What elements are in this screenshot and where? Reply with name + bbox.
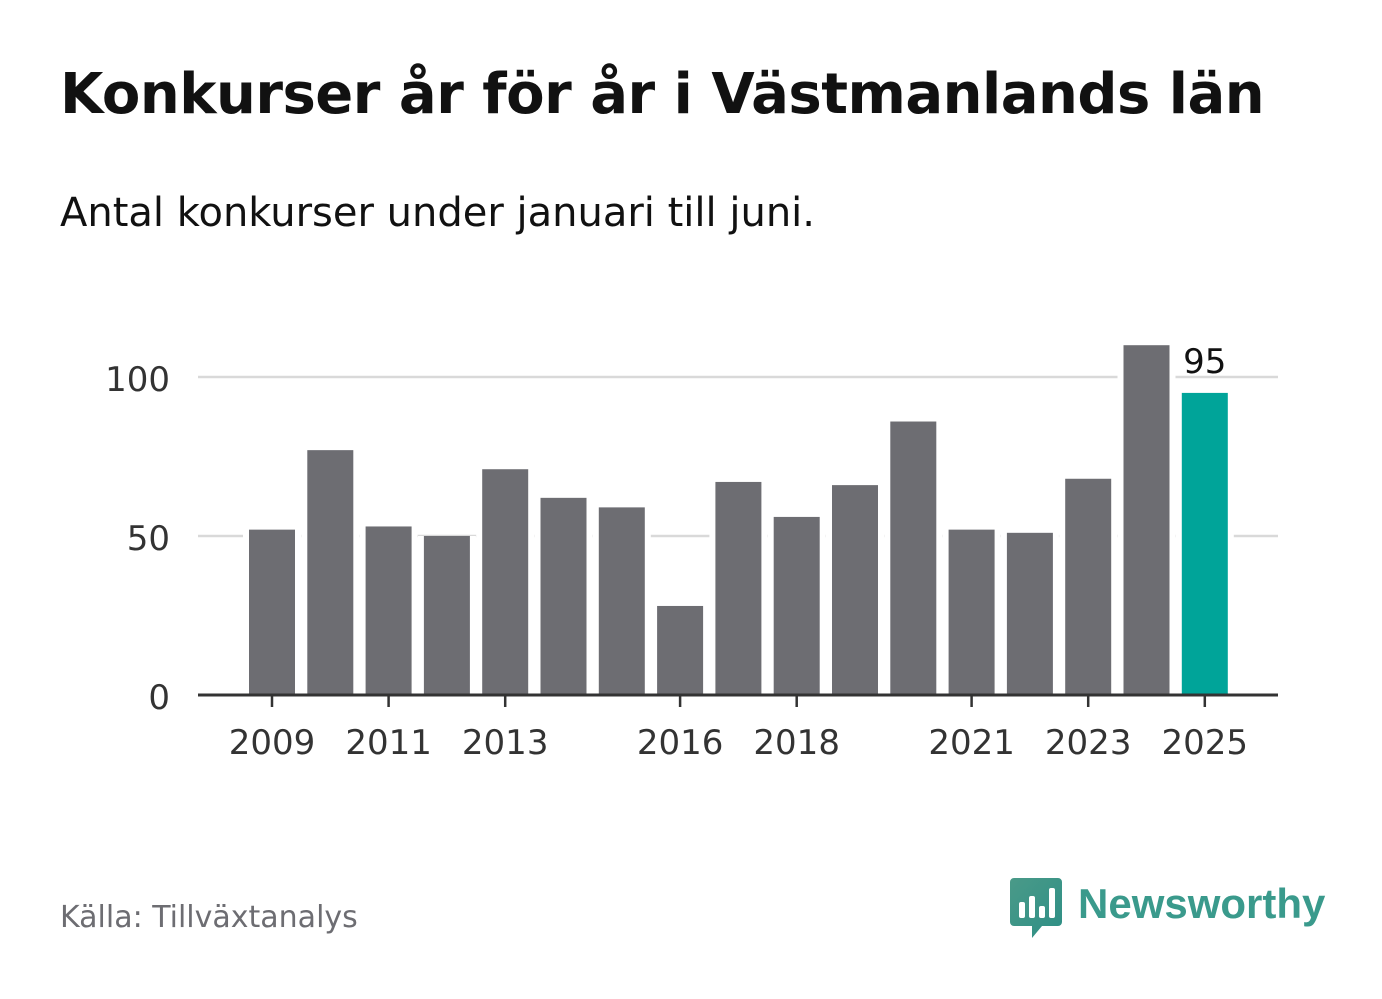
bar-chart: 0 50 100 95 2009 2011 2013 2016 2018 2021 2023 2025 — [105, 342, 1278, 763]
bar-2023 — [1065, 478, 1112, 695]
x-tick-label-2009: 2009 — [229, 723, 316, 763]
x-tick-label-2016: 2016 — [637, 723, 724, 763]
bar-2010 — [307, 450, 354, 695]
bar-2020 — [890, 421, 937, 695]
bar-2022 — [1006, 532, 1053, 695]
y-tick-label-50: 50 — [127, 519, 170, 559]
bar-2012 — [423, 536, 470, 695]
brand-name: Newsworthy — [1078, 880, 1326, 927]
bar-2019 — [832, 485, 878, 695]
x-tick-label-2011: 2011 — [345, 723, 432, 763]
x-tick-label-2021: 2021 — [928, 723, 1015, 763]
chart-title: Konkurser år för år i Västmanlands län — [60, 62, 1265, 127]
bar-2018 — [773, 516, 820, 695]
axis-layer — [198, 693, 1278, 707]
bar-2016 — [657, 605, 704, 695]
chart-subtitle: Antal konkurser under januari till juni. — [60, 190, 815, 236]
bar-2013 — [482, 469, 529, 695]
bar-2011 — [365, 526, 412, 695]
bar-chart-speech-bubble-icon — [1010, 878, 1062, 938]
bar-2009 — [249, 529, 295, 695]
bar-2017 — [715, 481, 762, 695]
bar-2014 — [540, 497, 587, 695]
y-tick-label-0: 0 — [148, 678, 170, 718]
x-tick-label-2018: 2018 — [753, 723, 840, 763]
x-tick-label-2013: 2013 — [462, 723, 549, 763]
brand-logo: Newsworthy — [1010, 878, 1325, 940]
label-layer: 0 50 100 95 2009 2011 2013 2016 2018 2021 2023 2025 — [105, 342, 1248, 763]
x-tick-label-2023: 2023 — [1045, 723, 1132, 763]
x-tick-label-2025: 2025 — [1162, 723, 1249, 763]
bar-2015 — [598, 507, 645, 695]
bar-2025 — [1181, 392, 1228, 695]
data-label-2025: 95 — [1183, 342, 1226, 382]
y-tick-label-100: 100 — [105, 360, 170, 400]
bar-2024 — [1123, 345, 1170, 695]
bar-2021 — [948, 529, 995, 695]
source-note: Källa: Tillväxtanalys — [60, 900, 358, 935]
bar-layer — [243, 345, 1234, 695]
